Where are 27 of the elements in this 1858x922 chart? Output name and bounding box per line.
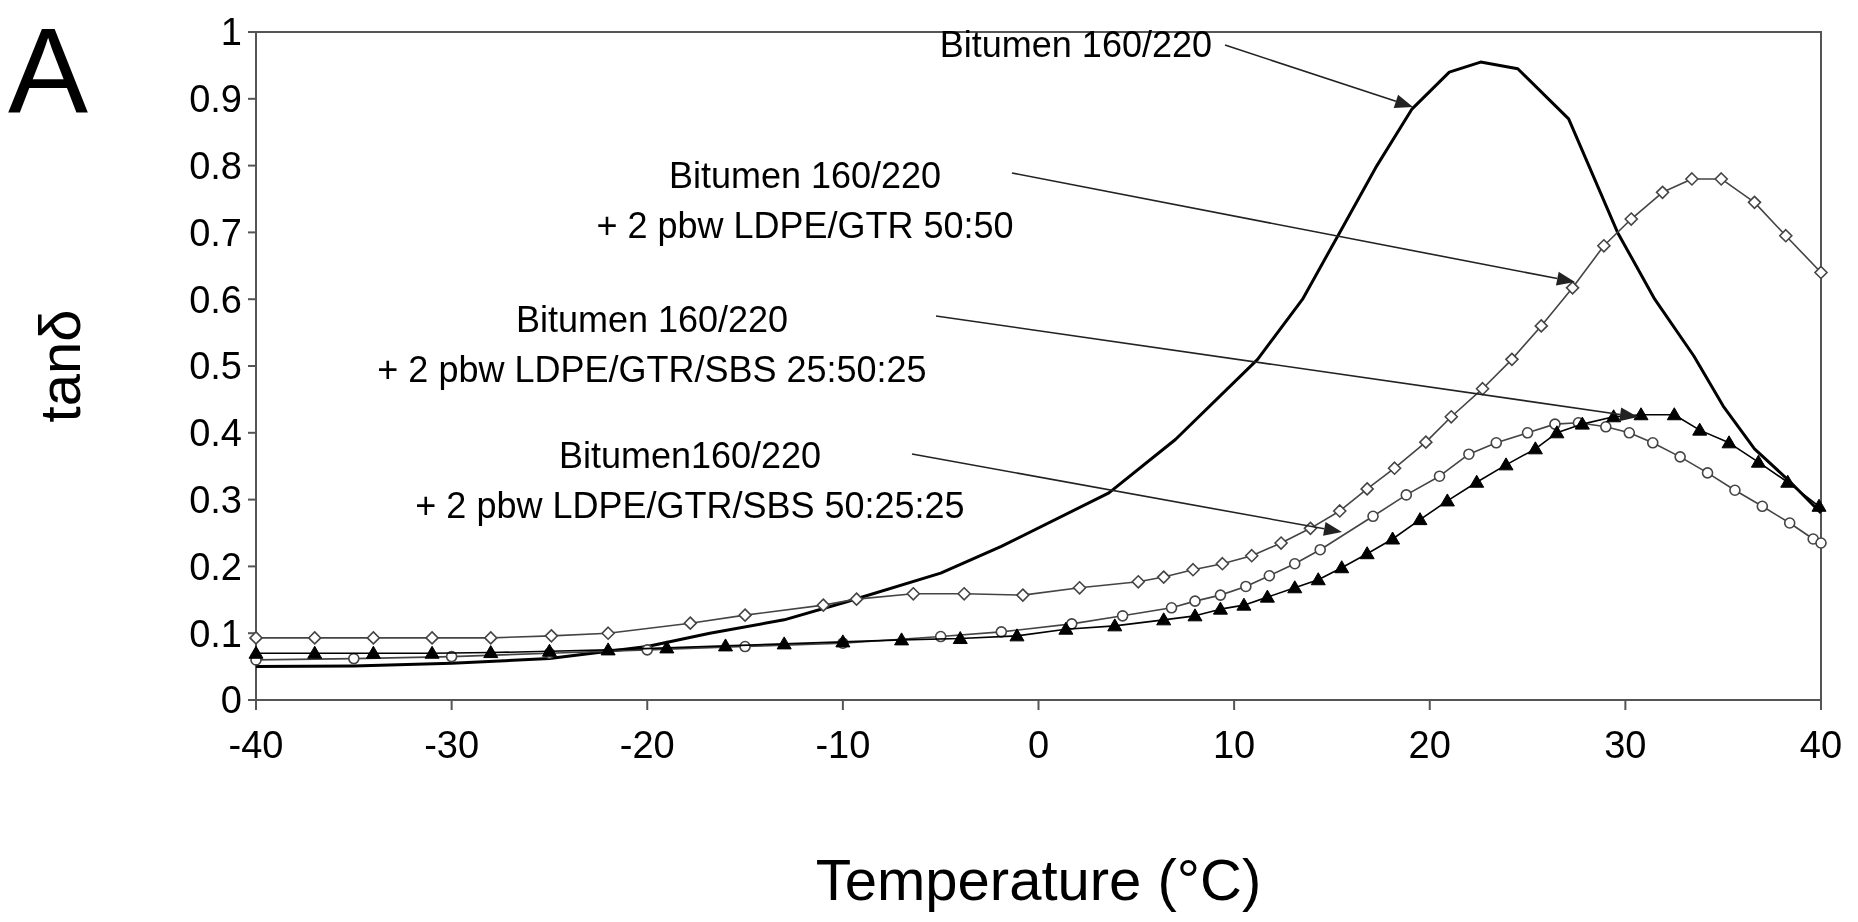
x-tick-label: -40: [228, 724, 284, 766]
x-tick-label: 40: [1799, 724, 1843, 766]
x-tick-label: 20: [1408, 724, 1451, 766]
x-tick-label: -20: [619, 724, 675, 766]
y-tick-label: 0.5: [189, 345, 242, 388]
x-tick-label: -30: [424, 724, 480, 766]
y-tick-label: 0.3: [189, 478, 242, 521]
y-tick-label: 0.8: [189, 144, 242, 187]
annotation: Bitumen160/220 + 2 pbw LDPE/GTR/SBS 50:25:25: [415, 435, 965, 526]
y-tick-label: 0.1: [189, 612, 242, 655]
y-axis-title: tanδ: [27, 309, 92, 423]
annotation: Bitumen 160/220 + 2 pbw LDPE/GTR/SBS 25:50:25: [377, 299, 927, 390]
x-axis-title: Temperature (°C): [815, 847, 1262, 912]
y-tick-label: 0.9: [189, 78, 242, 121]
x-tick-label: -10: [815, 724, 871, 766]
x-tick-label: 0: [1027, 724, 1050, 766]
y-tick-label: 0: [220, 679, 242, 722]
x-tick-label: 10: [1212, 724, 1256, 766]
annotation: Bitumen 160/220: [939, 24, 1212, 65]
y-tick-label: 0.2: [189, 545, 242, 588]
y-tick-label: 0.6: [189, 278, 242, 321]
y-tick-label: 0.7: [189, 211, 242, 254]
x-tick-label: 30: [1604, 724, 1647, 766]
text: A: [8, 3, 89, 137]
y-tick-label: 1: [220, 11, 242, 54]
y-tick-label: 0.4: [189, 412, 242, 455]
annotation: Bitumen 160/220 + 2 pbw LDPE/GTR 50:50: [596, 155, 1014, 246]
